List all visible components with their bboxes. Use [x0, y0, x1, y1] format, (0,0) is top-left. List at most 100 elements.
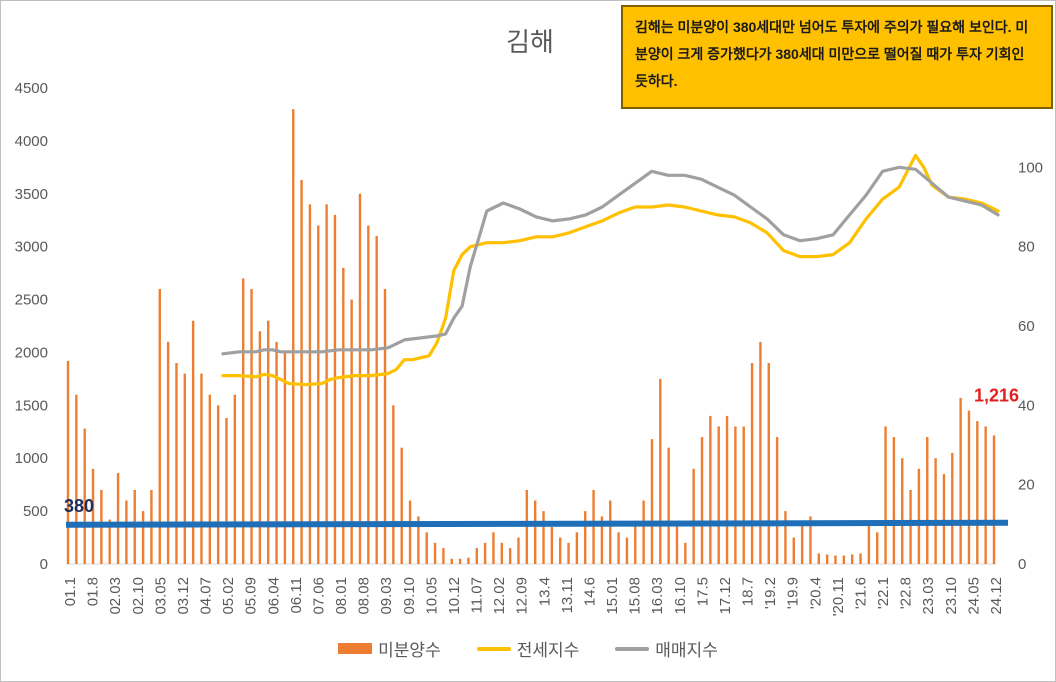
x-tick-label: 15.01: [604, 577, 621, 615]
x-tick-label: '19.2: [762, 577, 779, 609]
bar: [141, 511, 145, 564]
bar: [66, 360, 70, 564]
bar: [867, 521, 871, 564]
bar: [358, 193, 362, 564]
bar: [408, 500, 412, 564]
bar: [417, 516, 420, 564]
legend-swatch-jeonse: [476, 646, 511, 651]
bar: [659, 378, 662, 564]
y-left-tick-label: 4000: [15, 133, 48, 150]
bar: [166, 341, 170, 564]
legend-label-unsold: 미분양수: [378, 641, 441, 660]
bar: [367, 225, 370, 564]
bar: [684, 542, 687, 564]
x-tick-label: 06.04: [265, 577, 282, 615]
bar: [750, 363, 754, 564]
bar: [458, 558, 462, 564]
bar: [575, 532, 579, 564]
bar: [734, 426, 737, 564]
x-tick-label: 15.08: [627, 577, 644, 615]
bar: [667, 447, 670, 564]
x-tick-label: 05.02: [220, 577, 237, 615]
legend-item-sale: 매매지수: [615, 636, 718, 661]
x-tick-label: 06.11: [288, 577, 305, 613]
bar: [792, 537, 795, 564]
bar: [558, 537, 562, 564]
bar: [283, 352, 287, 564]
bar: [191, 320, 195, 564]
x-tick-label: 03.05: [152, 577, 169, 615]
y-right-tick-label: 0: [1018, 556, 1026, 573]
x-tick-label: 10.12: [446, 577, 463, 615]
x-tick-label: 13.4: [536, 577, 553, 606]
y-left-tick-label: 2000: [15, 344, 48, 361]
x-tick-label: 02.03: [107, 577, 124, 615]
last-value-label: 1,216: [974, 385, 1019, 405]
bar: [942, 474, 946, 564]
x-tick-label: '21.6: [852, 577, 869, 609]
bar: [784, 511, 787, 564]
annotation-box: 김해는 미분양이 380세대만 넘어도 투자에 주의가 필요해 보인다. 미분양…: [621, 5, 1053, 109]
y-left-tick-label: 4500: [15, 80, 48, 97]
bar: [992, 435, 996, 564]
x-tick-label: 08.01: [333, 577, 350, 615]
x-tick-label: '20.11: [830, 577, 847, 616]
bar: [483, 542, 487, 564]
bar: [292, 109, 295, 565]
y-left-tick-label: 500: [23, 503, 48, 520]
bar: [450, 558, 453, 564]
bar: [91, 468, 95, 564]
x-tick-label: 02.10: [130, 577, 147, 615]
bar: [500, 542, 504, 564]
bar: [400, 447, 403, 564]
x-tick-label: 23.03: [920, 577, 937, 615]
bar: [675, 521, 679, 564]
x-tick-label: 07.06: [310, 577, 327, 615]
x-tick-label: '19.9: [785, 577, 802, 609]
jeonse-index-line: [221, 153, 1000, 387]
bar: [158, 288, 161, 564]
x-tick-label: 24.12: [988, 577, 1005, 615]
bar: [850, 554, 854, 564]
x-tick-label: 23.10: [943, 577, 960, 615]
bar: [325, 204, 328, 564]
bar: [825, 554, 829, 564]
bar: [742, 426, 745, 564]
x-tick-label: 03.12: [175, 577, 192, 615]
sale-index-line: [221, 165, 1000, 356]
bar: [492, 532, 495, 564]
x-tick-label: 04.07: [198, 577, 215, 615]
bar: [842, 555, 846, 564]
bar: [508, 548, 512, 564]
bar: [584, 511, 587, 564]
x-tick-label: 12.09: [514, 577, 531, 615]
bar: [884, 426, 887, 564]
bar: [183, 373, 186, 564]
legend-swatch-unsold: [338, 643, 373, 654]
bar: [342, 267, 345, 564]
bar: [609, 500, 612, 564]
bar: [775, 437, 779, 564]
y-left-tick-label: 1000: [15, 450, 48, 467]
bar: [709, 415, 712, 564]
legend-swatch-sale: [615, 646, 650, 651]
y-right-tick-label: 80: [1018, 239, 1035, 256]
bar: [275, 341, 278, 564]
x-tick-label: 12.02: [491, 577, 508, 615]
y-right-tick-label: 60: [1018, 318, 1035, 335]
bar: [650, 439, 654, 564]
bar: [600, 516, 604, 564]
bar: [567, 542, 570, 564]
bar: [550, 526, 554, 564]
x-tick-label: 01.1: [62, 577, 79, 606]
bar: [700, 437, 704, 564]
bar: [617, 532, 620, 564]
y-right-tick-label: 20: [1018, 477, 1035, 494]
bar: [267, 320, 270, 564]
bar: [800, 521, 804, 564]
bar: [634, 521, 637, 564]
threshold-line: [65, 519, 1009, 528]
y-right-tick-label: 40: [1018, 397, 1035, 414]
bar: [926, 437, 929, 564]
